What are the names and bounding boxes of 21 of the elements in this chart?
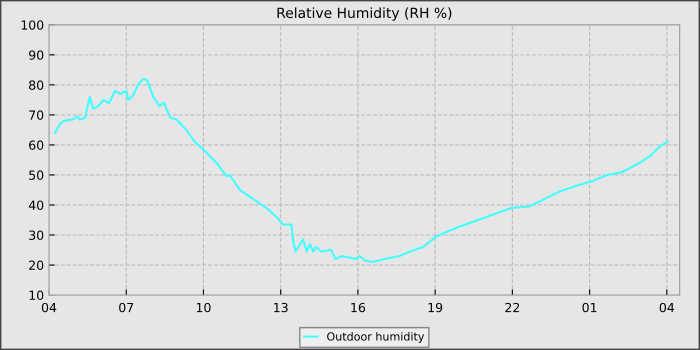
y-tick-label: 20: [29, 260, 44, 270]
x-tick-label: 16: [351, 302, 366, 312]
x-tick-label: 04: [42, 302, 56, 312]
y-tick-label: 90: [29, 50, 44, 60]
legend-label: Outdoor humidity: [327, 332, 424, 343]
x-tick-label: 19: [428, 302, 442, 312]
y-tick-label: 100: [22, 20, 44, 30]
x-tick-label: 07: [119, 302, 134, 312]
y-tick-label: 30: [29, 230, 44, 240]
x-tick-label: 22: [505, 302, 520, 312]
x-tick-label: 04: [660, 302, 674, 312]
y-tick-label: 10: [30, 290, 44, 300]
y-tick-label: 80: [29, 80, 44, 90]
x-tick-label: 01: [582, 302, 596, 312]
chart-title: Relative Humidity (RH %): [278, 7, 452, 21]
y-tick-label: 50: [29, 170, 44, 180]
y-tick-label: 40: [28, 200, 44, 210]
x-tick-label: 10: [196, 302, 211, 312]
y-tick-label: 60: [29, 140, 44, 150]
y-tick-label: 70: [29, 110, 44, 120]
x-tick-label: 13: [274, 302, 288, 312]
